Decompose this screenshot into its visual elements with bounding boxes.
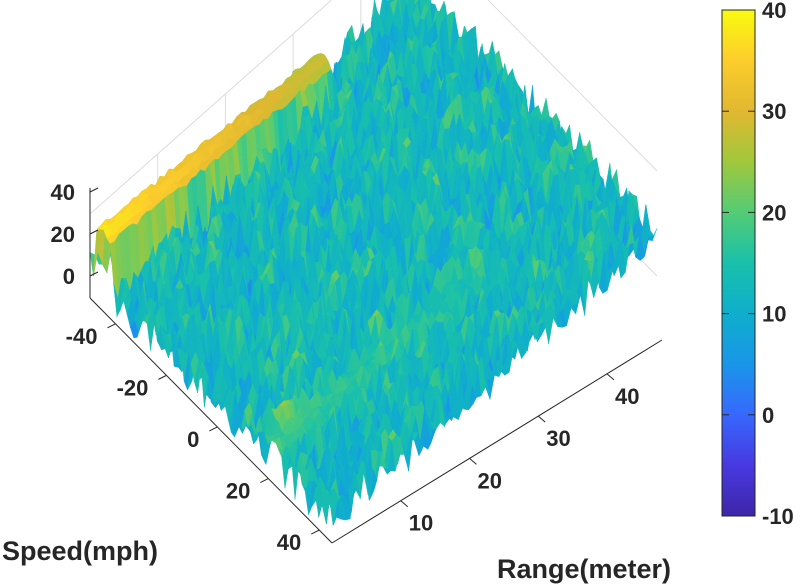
- surface-patch: [541, 97, 550, 119]
- surface-patch: [413, 0, 419, 7]
- box-edge: [89, 0, 333, 215]
- box-edge: [487, 0, 658, 172]
- surface: [89, 0, 658, 527]
